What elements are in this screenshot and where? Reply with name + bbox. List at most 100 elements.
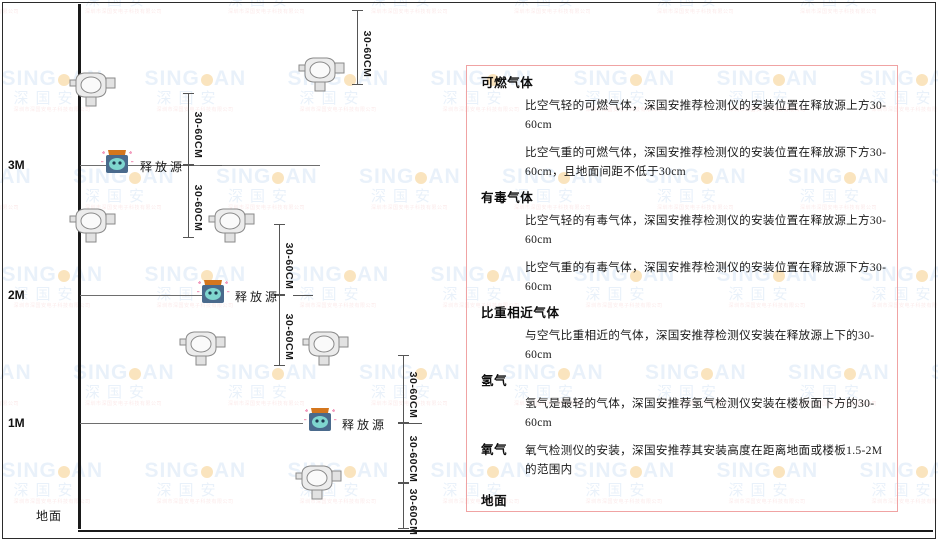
- level-line-1m: [80, 423, 303, 424]
- watermark-cn: 深国安: [371, 0, 438, 9]
- section-paragraph: 氢气是最轻的气体，深国安推荐氢气检测仪安装在楼板面下方的30-60cm: [525, 397, 875, 429]
- section-paragraph: 比空气轻的有毒气体，深国安推荐检测仪的安装位置在释放源上方30-60cm: [525, 214, 887, 246]
- watermark-cn: 深国安: [0, 384, 62, 401]
- watermark-sub: 深圳市深国安电子科技有限公司: [13, 499, 91, 505]
- dimension-label: 30-60CM: [192, 111, 204, 159]
- watermark-sub: 深圳市深国安电子科技有限公司: [228, 9, 306, 15]
- dimension-line: [279, 295, 280, 366]
- watermark-sub: 深圳市深国安电子科技有限公司: [299, 107, 377, 113]
- watermark-dot-icon: [200, 466, 213, 478]
- section-paragraph: 比空气重的有毒气体，深国安推荐检测仪的安装位置在释放源下方30-60cm: [525, 261, 887, 293]
- release-source-icon: [100, 146, 134, 180]
- release-source-icon: [196, 276, 230, 310]
- dimension-line: [403, 483, 404, 529]
- watermark-dot-icon: [272, 172, 285, 184]
- vertical-axis: [78, 4, 81, 529]
- watermark-sub: 深圳市深国安电子科技有限公司: [0, 401, 20, 407]
- section-combustible-gas: 可燃气体 比空气轻的可燃气体，深国安推荐检测仪的安装位置在释放源上方30-60c…: [481, 75, 887, 181]
- dimension-cap: [352, 84, 363, 85]
- watermark-sub: 深圳市深国安电子科技有限公司: [85, 9, 163, 15]
- watermark-cn: 深国安: [800, 0, 867, 9]
- dimension-cap: [274, 294, 285, 295]
- watermark-sub: 深圳市深国安电子科技有限公司: [0, 9, 20, 15]
- watermark-dot-icon: [129, 368, 142, 380]
- watermark-cn: 深国安: [228, 0, 295, 9]
- dimension-label: 30-60CM: [407, 371, 419, 419]
- section-toxic-gas: 有毒气体 比空气轻的有毒气体，深国安推荐检测仪的安装位置在释放源上方30-60c…: [481, 190, 887, 296]
- release-source-label: 释放源: [342, 418, 388, 432]
- level-label-2m: 2M: [8, 288, 25, 302]
- gas-detector-icon: [294, 460, 346, 502]
- watermark-sub: 深圳市深国安电子科技有限公司: [85, 401, 163, 407]
- release-source-connector: [293, 295, 313, 296]
- watermark-cn: 深国安: [13, 482, 80, 499]
- dimension-line: [188, 93, 189, 165]
- gas-detector-icon: [178, 326, 230, 368]
- dimension-label: 30-60CM: [407, 435, 419, 483]
- section-paragraph: 比空气轻的可燃气体，深国安推荐检测仪的安装位置在释放源上方30-60cm: [525, 99, 887, 131]
- dimension-line: [403, 423, 404, 483]
- section-paragraph: 氧气检测仪的安装，深国安推荐其安装高度在距离地面或楼板1.5-2M的范围内: [525, 444, 883, 476]
- watermark-cn: 深国安: [0, 188, 62, 205]
- watermark-dot-icon: [915, 270, 928, 282]
- section-title: 氧气: [481, 443, 508, 457]
- gas-detector-icon: [207, 203, 259, 245]
- section-title: 氢气: [481, 374, 508, 388]
- watermark-cn: 深国安: [657, 0, 724, 9]
- dimension-top-center: 30-60CM: [352, 10, 392, 85]
- watermark-sub: 深圳市深国安电子科技有限公司: [800, 9, 878, 15]
- watermark-cn: 深国安: [85, 0, 152, 9]
- section-paragraph: 与空气比重相近的气体，深国安推荐检测仪安装在释放源上下的30-60cm: [525, 329, 875, 361]
- gas-detector-icon: [68, 67, 120, 109]
- dimension-label: 30-60CM: [283, 242, 295, 289]
- section-hydrogen: 氢气 氢气是最轻的气体，深国安推荐氢气检测仪安装在楼板面下方的30-60cm: [481, 373, 887, 432]
- watermark-cn: 深国安: [156, 482, 223, 499]
- dimension-cap: [274, 365, 285, 366]
- release-source-label: 释放源: [235, 290, 281, 304]
- watermark-cn: 深国安: [514, 0, 581, 9]
- section-title: 比重相近气体: [481, 306, 560, 320]
- gas-detector-icon: [297, 52, 349, 94]
- watermark-sub: 深圳市深国安电子科技有限公司: [13, 303, 91, 309]
- watermark-cn: 深国安: [85, 384, 152, 401]
- dimension-cap: [398, 482, 409, 483]
- watermark-cn: 深国安: [0, 0, 62, 9]
- section-title: 可燃气体: [481, 76, 534, 90]
- dimension-upper-b: 30-60CM: [183, 165, 223, 238]
- dimension-mid-a: 30-60CM: [274, 224, 314, 295]
- watermark-dot-icon: [200, 74, 213, 86]
- dimension-line: [403, 355, 404, 423]
- watermark-dot-icon: [57, 270, 70, 282]
- dimension-lower-c: 30-60CM: [398, 483, 438, 535]
- watermark-dot-icon: [343, 270, 356, 282]
- dimension-cap: [398, 422, 409, 423]
- dimension-lower-b: 30-60CM: [398, 423, 438, 483]
- watermark-sub: 深圳市深国安电子科技有限公司: [299, 303, 377, 309]
- section-title: 地面: [481, 494, 508, 508]
- dimension-cap: [183, 164, 194, 165]
- watermark-sub: 深圳市深国安电子科技有限公司: [514, 9, 592, 15]
- dimension-line: [357, 10, 358, 85]
- watermark-dot-icon: [57, 466, 70, 478]
- guidance-panel: 可燃气体 比空气轻的可燃气体，深国安推荐检测仪的安装位置在释放源上方30-60c…: [466, 65, 898, 512]
- release-source-connector: [200, 165, 222, 166]
- dimension-line: [279, 224, 280, 295]
- gas-detector-icon: [68, 203, 120, 245]
